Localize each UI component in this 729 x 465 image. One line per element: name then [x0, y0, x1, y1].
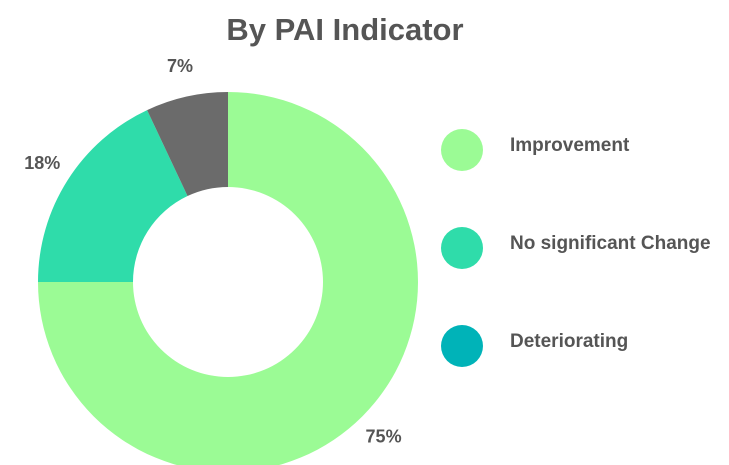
- data-label: 18%: [24, 153, 60, 173]
- legend-label: Deteriorating: [510, 331, 628, 352]
- donut-slice: [38, 110, 188, 283]
- data-label: 75%: [366, 426, 402, 446]
- chart-title: By PAI Indicator: [226, 12, 463, 47]
- data-label: 7%: [167, 56, 193, 76]
- legend-label: Improvement: [510, 135, 630, 156]
- legend-swatch: [441, 325, 483, 367]
- legend-label: No significant Change: [510, 233, 711, 254]
- donut-slice: [147, 92, 228, 197]
- donut-slice: [38, 92, 418, 465]
- legend-swatch: [441, 227, 483, 269]
- legend-swatch: [441, 129, 483, 171]
